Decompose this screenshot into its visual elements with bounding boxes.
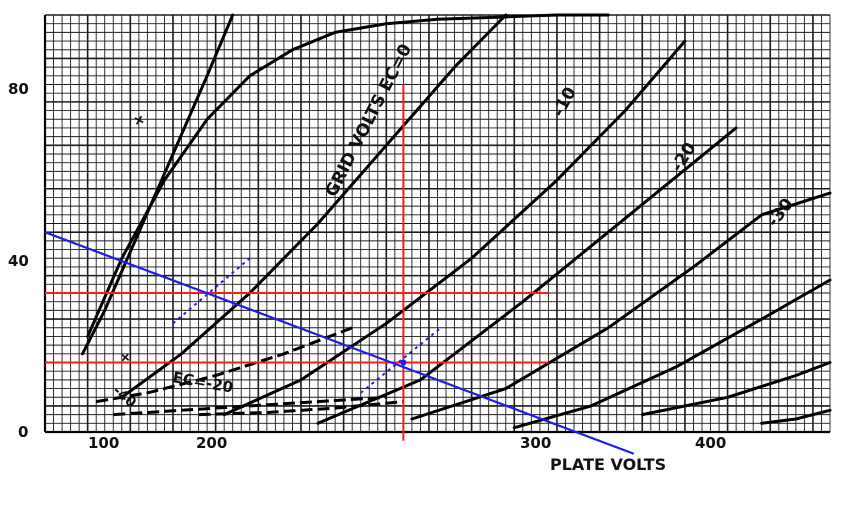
series-line-dashed — [198, 400, 404, 417]
x-tick-label: 300 — [520, 434, 551, 452]
y-tick-label: 40 — [8, 252, 29, 270]
load-line-overlay — [44, 84, 635, 455]
series-line-dashed — [113, 395, 387, 417]
series-line-dashed — [95, 326, 353, 404]
series-line — [81, 13, 235, 356]
series-line — [760, 408, 832, 425]
blue-dotted-line — [360, 326, 442, 394]
series-line — [512, 278, 832, 430]
series-line — [120, 13, 508, 399]
curve-label-30: -30 — [763, 194, 798, 231]
load-line — [44, 231, 635, 455]
curve-label-ec-20-dashed: EC=-20 — [171, 368, 234, 396]
curve-label-10: -10 — [549, 84, 581, 121]
series-line — [410, 191, 832, 421]
grid — [44, 14, 831, 433]
x-tick-label: 400 — [695, 434, 726, 452]
curve-label-plus: + — [128, 110, 150, 130]
curve-label-plus: + — [115, 348, 134, 368]
series-line — [640, 361, 832, 417]
y-tick-label: 80 — [8, 80, 29, 98]
x-tick-label: 100 — [88, 434, 119, 452]
series-line — [222, 39, 687, 417]
blue-dotted-line — [172, 257, 251, 325]
x-axis-title: PLATE VOLTS — [550, 455, 666, 474]
characteristic-curves — [81, 13, 832, 430]
x-tick-label: 200 — [196, 434, 227, 452]
y-tick-label: 0 — [18, 423, 28, 441]
curve-label-20: -20 — [667, 139, 700, 176]
operating-point — [400, 359, 407, 366]
